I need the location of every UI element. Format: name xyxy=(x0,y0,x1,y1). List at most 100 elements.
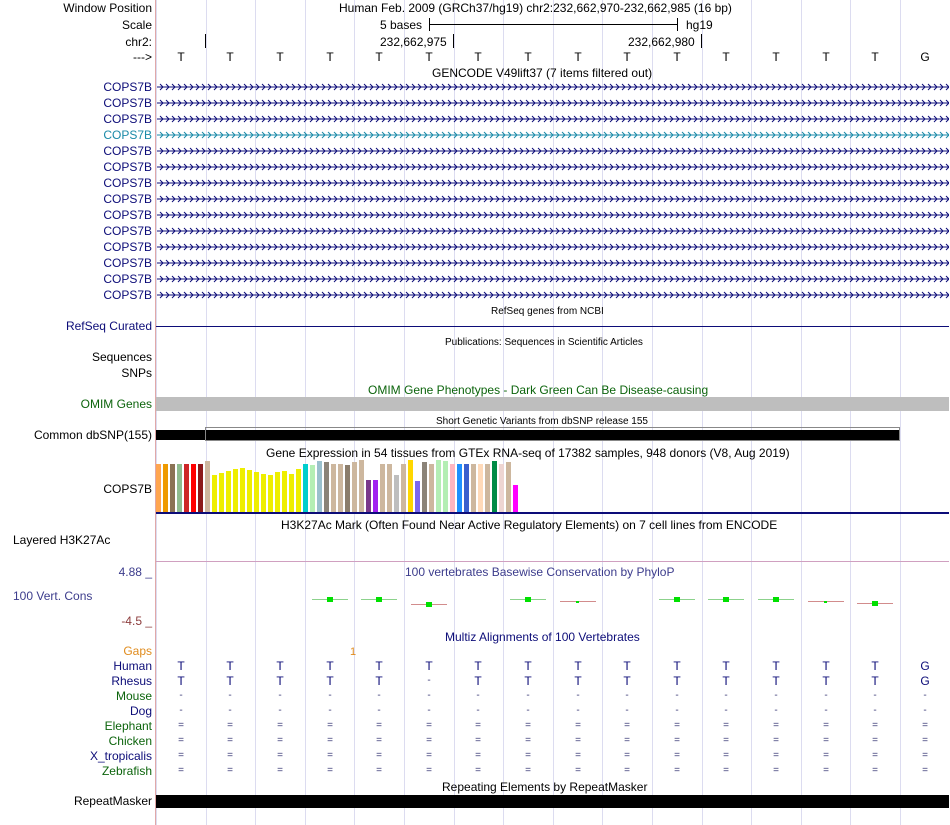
transcript-line[interactable] xyxy=(157,193,949,205)
h3k27ac-track-label[interactable]: Layered H3K27Ac xyxy=(13,533,111,547)
gtex-tissue-bar[interactable] xyxy=(387,464,392,512)
gene-name-label[interactable]: COPS7B xyxy=(103,288,152,302)
gtex-tissue-bar[interactable] xyxy=(212,475,217,512)
species-label[interactable]: Chicken xyxy=(108,734,152,748)
gtex-tissue-bar[interactable] xyxy=(163,464,168,512)
gtex-tissue-bar[interactable] xyxy=(317,461,322,512)
gtex-tissue-bar[interactable] xyxy=(303,464,308,512)
gtex-tissue-bar[interactable] xyxy=(275,472,280,512)
phylop-score-mark[interactable] xyxy=(576,601,579,603)
gtex-tissue-bar[interactable] xyxy=(310,465,315,512)
gtex-tissue-bar[interactable] xyxy=(443,461,448,512)
gtex-tissue-bar[interactable] xyxy=(156,464,161,512)
gtex-tissue-bar[interactable] xyxy=(359,460,364,512)
transcript-line[interactable] xyxy=(157,273,949,285)
gencode-transcript-row[interactable]: COPS7B xyxy=(0,192,950,206)
gtex-tissue-bar[interactable] xyxy=(331,464,336,512)
gene-name-label[interactable]: COPS7B xyxy=(103,176,152,190)
phylop-score-mark[interactable] xyxy=(723,597,729,602)
transcript-line[interactable] xyxy=(157,145,949,157)
species-label[interactable]: Zebrafish xyxy=(101,764,152,778)
gtex-tissue-bar[interactable] xyxy=(450,464,455,512)
gtex-tissue-bar[interactable] xyxy=(373,480,378,512)
gene-name-label[interactable]: COPS7B xyxy=(103,96,152,110)
phylop-score-mark[interactable] xyxy=(376,597,382,602)
gtex-expression-chart[interactable] xyxy=(156,460,556,512)
gtex-tissue-bar[interactable] xyxy=(492,461,497,512)
gencode-transcript-row[interactable]: COPS7B xyxy=(0,208,950,222)
gencode-transcript-row[interactable]: COPS7B xyxy=(0,144,950,158)
gtex-tissue-bar[interactable] xyxy=(226,471,231,512)
gtex-tissue-bar[interactable] xyxy=(289,474,294,512)
gtex-track-label[interactable]: COPS7B xyxy=(103,482,152,496)
dbsnp-variant-bar[interactable] xyxy=(156,430,900,440)
gtex-tissue-bar[interactable] xyxy=(170,464,175,512)
species-label[interactable]: Elephant xyxy=(104,719,152,733)
phylop-score-mark[interactable] xyxy=(426,602,432,607)
gtex-tissue-bar[interactable] xyxy=(240,468,245,512)
gene-name-label[interactable]: COPS7B xyxy=(103,112,152,126)
gtex-tissue-bar[interactable] xyxy=(296,469,301,512)
gtex-tissue-bar[interactable] xyxy=(177,464,182,512)
gencode-transcript-row[interactable]: COPS7B xyxy=(0,256,950,270)
transcript-line[interactable] xyxy=(157,129,949,141)
snps-track-label[interactable]: SNPs xyxy=(121,366,152,380)
transcript-line[interactable] xyxy=(157,209,949,221)
gtex-tissue-bar[interactable] xyxy=(247,470,252,512)
gtex-tissue-bar[interactable] xyxy=(415,481,420,512)
gene-name-label[interactable]: COPS7B xyxy=(103,128,152,142)
gtex-tissue-bar[interactable] xyxy=(184,464,189,512)
gencode-transcript-row[interactable]: COPS7B xyxy=(0,128,950,142)
repeatmasker-track-label[interactable]: RepeatMasker xyxy=(73,794,152,808)
gtex-tissue-bar[interactable] xyxy=(366,480,371,512)
gtex-tissue-bar[interactable] xyxy=(478,464,483,512)
gtex-tissue-bar[interactable] xyxy=(513,485,518,512)
phylop-score-mark[interactable] xyxy=(773,597,779,602)
phylop-score-mark[interactable] xyxy=(824,601,827,603)
gtex-tissue-bar[interactable] xyxy=(464,464,469,512)
gtex-tissue-bar[interactable] xyxy=(394,475,399,512)
gencode-transcript-row[interactable]: COPS7B xyxy=(0,272,950,286)
gtex-tissue-bar[interactable] xyxy=(471,464,476,512)
gtex-tissue-bar[interactable] xyxy=(485,464,490,512)
gencode-transcript-row[interactable]: COPS7B xyxy=(0,224,950,238)
sequences-track-label[interactable]: Sequences xyxy=(91,350,152,364)
gene-name-label[interactable]: COPS7B xyxy=(103,240,152,254)
gtex-tissue-bar[interactable] xyxy=(352,462,357,512)
species-label[interactable]: Mouse xyxy=(115,689,152,703)
gene-name-label[interactable]: COPS7B xyxy=(103,144,152,158)
repeatmasker-feature-bar[interactable] xyxy=(156,795,949,808)
gene-name-label[interactable]: COPS7B xyxy=(103,80,152,94)
phylop-score-mark[interactable] xyxy=(674,597,680,602)
gtex-tissue-bar[interactable] xyxy=(254,472,259,512)
omim-feature-bar[interactable] xyxy=(156,397,949,411)
gencode-transcript-row[interactable]: COPS7B xyxy=(0,96,950,110)
gencode-transcript-row[interactable]: COPS7B xyxy=(0,240,950,254)
gtex-tissue-bar[interactable] xyxy=(282,471,287,512)
gtex-tissue-bar[interactable] xyxy=(401,464,406,512)
gene-name-label[interactable]: COPS7B xyxy=(103,192,152,206)
phylop-track-label[interactable]: 100 Vert. Cons xyxy=(13,589,93,603)
transcript-line[interactable] xyxy=(157,113,949,125)
gencode-transcript-row[interactable]: COPS7B xyxy=(0,112,950,126)
gencode-transcript-row[interactable]: COPS7B xyxy=(0,80,950,94)
gtex-tissue-bar[interactable] xyxy=(380,464,385,512)
gtex-tissue-bar[interactable] xyxy=(261,474,266,512)
gtex-tissue-bar[interactable] xyxy=(506,462,511,512)
transcript-line[interactable] xyxy=(157,97,949,109)
phylop-conservation-plot[interactable] xyxy=(156,580,949,626)
species-label[interactable]: Human xyxy=(113,659,152,673)
transcript-line[interactable] xyxy=(157,289,949,301)
gtex-tissue-bar[interactable] xyxy=(219,473,224,512)
gtex-tissue-bar[interactable] xyxy=(345,465,350,512)
gtex-tissue-bar[interactable] xyxy=(198,464,203,512)
gtex-tissue-bar[interactable] xyxy=(429,464,434,512)
gtex-tissue-bar[interactable] xyxy=(499,464,504,512)
phylop-score-mark[interactable] xyxy=(327,597,333,602)
gencode-transcript-row[interactable]: COPS7B xyxy=(0,176,950,190)
gencode-transcript-row[interactable]: COPS7B xyxy=(0,160,950,174)
omim-track-label[interactable]: OMIM Genes xyxy=(80,397,152,411)
gene-name-label[interactable]: COPS7B xyxy=(103,224,152,238)
transcript-line[interactable] xyxy=(157,257,949,269)
